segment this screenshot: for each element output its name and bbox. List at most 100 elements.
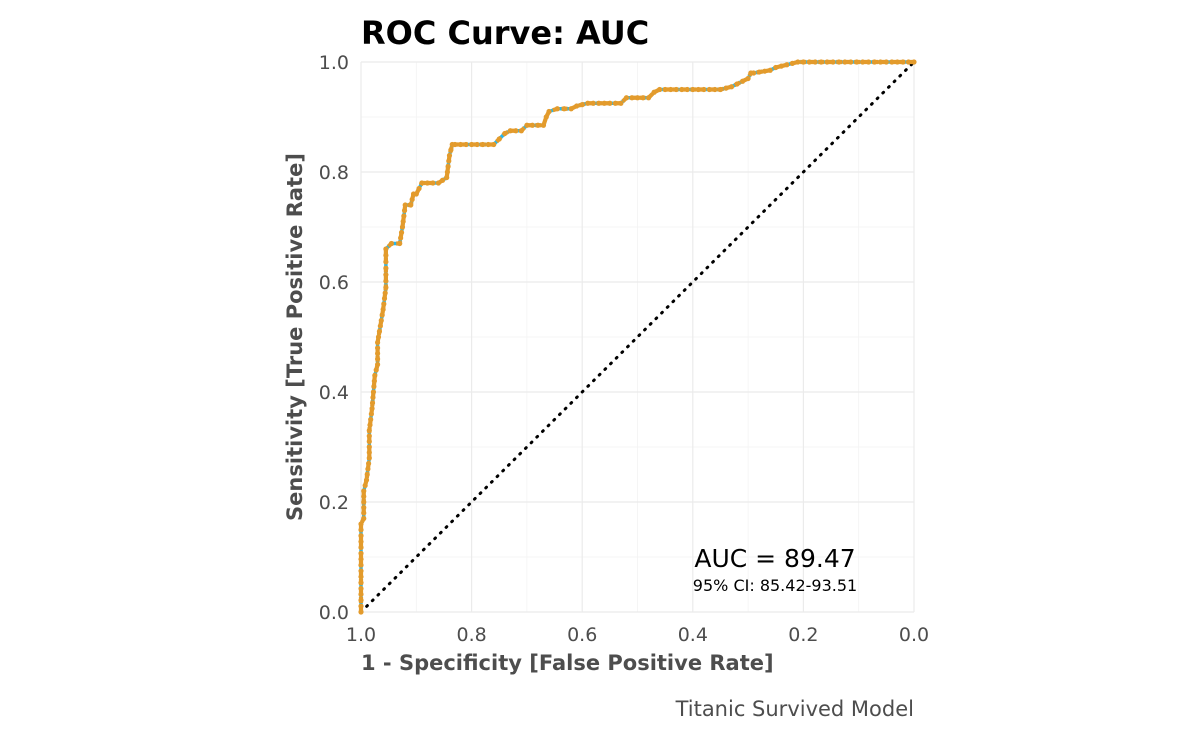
roc-point	[695, 86, 701, 93]
auc-annotation: AUC = 89.47	[694, 544, 855, 573]
roc-point	[612, 100, 618, 106]
roc-point	[383, 278, 389, 284]
roc-point	[629, 95, 635, 101]
roc-point	[435, 180, 442, 186]
roc-point	[662, 86, 668, 93]
roc-point	[728, 84, 735, 90]
roc-point	[358, 609, 364, 615]
roc-point	[397, 240, 403, 247]
roc-point	[480, 141, 486, 148]
roc-point	[668, 86, 674, 93]
roc-point	[800, 59, 807, 65]
roc-point	[383, 259, 389, 265]
roc-point	[361, 488, 367, 494]
tick-labels: 1.0 0.8 0.6 0.4 0.2 0.0 0.0 0.2 0.4 0.6 0.8 1.0	[319, 52, 929, 646]
roc-point	[374, 361, 381, 368]
roc-point	[358, 539, 364, 545]
roc-point	[854, 59, 860, 65]
roc-point	[408, 202, 414, 208]
roc-point	[546, 108, 552, 115]
roc-point	[634, 95, 641, 101]
roc-point	[513, 128, 519, 134]
roc-point	[361, 493, 367, 500]
roc-point	[717, 86, 724, 93]
roc-point	[358, 550, 364, 556]
roc-point	[383, 265, 389, 271]
roc-point	[377, 323, 383, 329]
roc-point	[382, 290, 388, 296]
roc-point	[911, 59, 917, 65]
roc-point	[745, 75, 751, 82]
roc-point	[452, 141, 458, 148]
roc-point	[723, 85, 729, 91]
roc-point	[701, 86, 707, 93]
roc-point	[806, 59, 812, 65]
roc-point	[607, 100, 613, 106]
roc-point	[374, 350, 381, 357]
x-tick-label: 0.6	[567, 624, 597, 646]
roc-point	[362, 482, 368, 489]
roc-point	[618, 100, 624, 106]
roc-point	[645, 95, 652, 101]
roc-point	[398, 229, 405, 236]
roc-point	[361, 510, 367, 516]
roc-point	[448, 147, 454, 153]
roc-point	[369, 405, 375, 412]
roc-point	[830, 59, 836, 65]
roc-point	[871, 59, 878, 65]
roc-point	[889, 59, 895, 65]
roc-point	[366, 455, 372, 461]
roc-point	[439, 177, 446, 183]
y-tick-label: 1.0	[319, 52, 349, 74]
roc-point	[374, 356, 381, 362]
roc-point	[623, 95, 630, 101]
roc-point	[524, 122, 530, 128]
roc-point	[883, 59, 889, 65]
auc-ci-annotation: 95% CI: 85.42-93.51	[693, 576, 857, 595]
roc-point	[371, 383, 377, 390]
roc-point	[366, 460, 372, 467]
roc-point	[463, 141, 469, 148]
roc-point	[424, 180, 430, 186]
roc-point	[383, 272, 389, 278]
roc-point	[401, 207, 408, 214]
roc-point	[358, 574, 364, 580]
roc-point	[413, 191, 419, 197]
roc-point	[358, 521, 364, 527]
roc-point	[398, 235, 404, 241]
roc-point	[368, 416, 374, 423]
roc-point	[657, 86, 663, 93]
roc-point	[842, 59, 848, 65]
roc-point	[491, 141, 497, 148]
roc-point	[561, 106, 567, 112]
roc-point	[374, 339, 381, 346]
roc-point	[373, 367, 379, 373]
roc-point	[568, 106, 574, 112]
roc-point	[496, 136, 502, 142]
roc-point	[383, 252, 389, 259]
reference-diagonal	[359, 60, 916, 614]
roc-point	[361, 504, 367, 511]
roc-point	[712, 86, 718, 93]
roc-point	[366, 427, 372, 434]
roc-point	[375, 334, 382, 340]
roc-point	[818, 59, 824, 65]
roc-point	[784, 62, 790, 68]
roc-point	[419, 180, 425, 186]
roc-point	[400, 218, 406, 225]
roc-point	[366, 449, 372, 456]
roc-point	[381, 301, 387, 307]
roc-point	[836, 59, 842, 65]
roc-point	[368, 411, 374, 417]
roc-point	[554, 106, 560, 112]
roc-point	[762, 68, 768, 74]
roc-point	[457, 141, 464, 148]
roc-point	[684, 86, 690, 93]
roc-point	[444, 174, 450, 181]
roc-point	[795, 59, 801, 65]
roc-point	[401, 213, 407, 219]
roc-point	[383, 284, 389, 291]
roc-point	[640, 95, 646, 101]
roc-point	[540, 122, 547, 128]
